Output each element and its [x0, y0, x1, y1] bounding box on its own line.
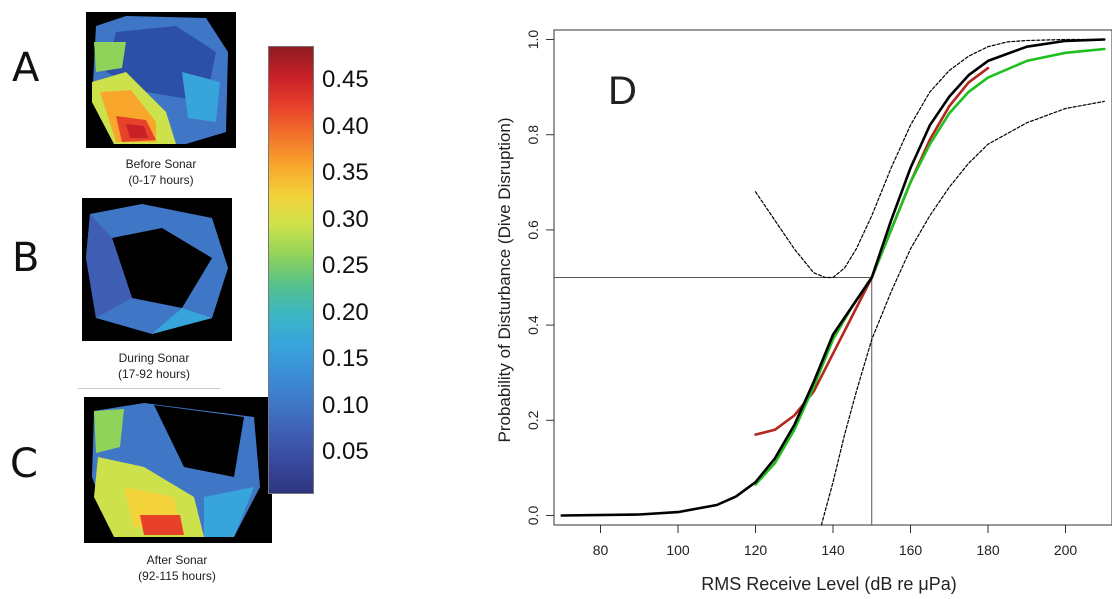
fitted-curve-black: [560, 38, 1106, 517]
x-tick-label: 200: [1054, 542, 1078, 558]
caption-before-sonar: Before Sonar (0-17 hours): [61, 156, 261, 188]
heatmap-during-sonar-graphic: [86, 204, 228, 334]
colorbar-tick-label: 0.25: [322, 252, 369, 279]
caption-during-sonar-line1: During Sonar: [118, 351, 190, 365]
y-tick-label: 0.8: [525, 125, 541, 145]
y-tick-label: 1.0: [525, 30, 541, 50]
chart-panel-label: D: [608, 69, 637, 113]
y-tick-label: 0.4: [525, 315, 541, 335]
colorbar-tick-label: 0.35: [322, 159, 369, 186]
x-tick-label: 160: [899, 542, 923, 558]
y-tick-label: 0.0: [525, 506, 541, 526]
panel-label-b: B: [12, 235, 40, 281]
heatmap-before-sonar: [86, 12, 236, 148]
x-tick-label: 100: [666, 542, 690, 558]
y-tick-label: 0.2: [525, 410, 541, 430]
x-tick-label: 140: [821, 542, 845, 558]
x-tick-label: 120: [744, 542, 768, 558]
panel-label-c: C: [10, 441, 38, 487]
x-tick-label: 180: [976, 542, 1000, 558]
colorbar-tick-label: 0.40: [322, 112, 369, 140]
confidence-bound-lower: [820, 100, 1105, 526]
confidence-bound-upper: [754, 38, 1105, 279]
heatmap-during-sonar: [82, 198, 232, 341]
colorbar: [268, 46, 314, 494]
heatmap-before-sonar-graphic: [92, 16, 228, 144]
caption-during-sonar-line2: (17-92 hours): [117, 367, 191, 381]
colorbar-tick-label: 0.30: [322, 205, 369, 233]
y-axis-label: Probability of Disturbance (Dive Disrupt…: [495, 117, 514, 442]
caption-before-sonar-line2: (0-17 hours): [128, 173, 194, 187]
x-tick-label: 80: [593, 542, 609, 558]
caption-during-sonar: During Sonar (17-92 hours): [54, 350, 254, 382]
colorbar-tick-label: 0.15: [322, 345, 369, 372]
fitted-curve-green: [754, 47, 1106, 486]
panel-divider: [78, 388, 220, 389]
y-tick-label: 0.6: [525, 220, 541, 240]
colorbar-tick-label: 0.20: [322, 298, 369, 326]
caption-after-sonar: After Sonar (92-115 hours): [77, 552, 277, 584]
chart-d: 80 100 120 140 160 180 200 0.0 0.2 0.4 0.6 0.8 1.0 D R…: [495, 29, 1112, 594]
colorbar-tick-label: 0.10: [322, 391, 369, 419]
caption-after-sonar-line2: (92-115 hours): [138, 569, 216, 583]
caption-after-sonar-line1: After Sonar: [146, 553, 208, 567]
heatmap-after-sonar-graphic: [92, 403, 260, 537]
x-axis-label: RMS Receive Level (dB re μPa): [701, 574, 956, 594]
colorbar-tick-label: 0.45: [322, 66, 369, 93]
heatmap-after-sonar: [84, 397, 272, 543]
panel-label-a: A: [12, 45, 40, 91]
caption-before-sonar-line1: Before Sonar: [125, 157, 197, 171]
colorbar-tick-label: 0.05: [322, 438, 369, 465]
